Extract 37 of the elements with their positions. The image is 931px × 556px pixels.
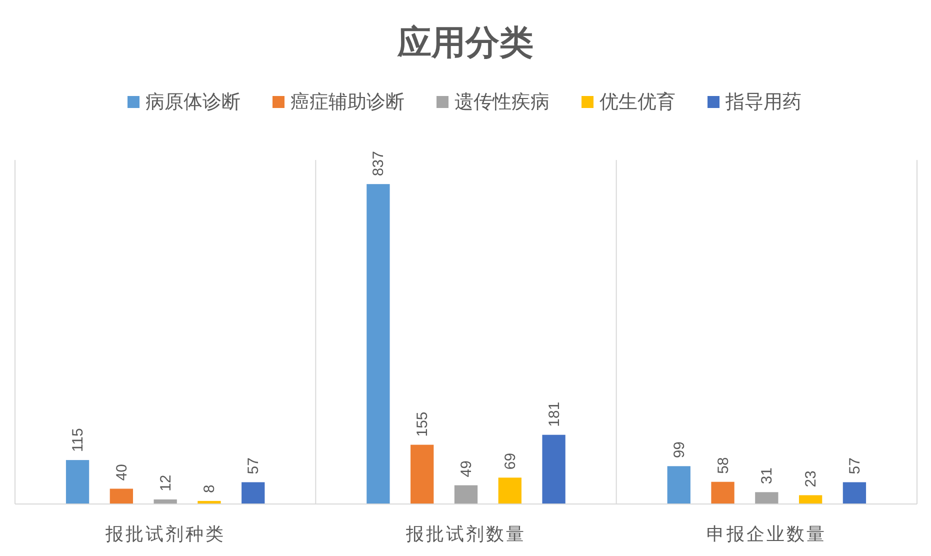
bar xyxy=(454,485,478,504)
x-tick-label: 报批试剂种类 xyxy=(104,524,226,544)
x-tick-label: 申报企业数量 xyxy=(706,524,827,544)
legend-label: 遗传性疾病 xyxy=(454,92,550,113)
data-label: 155 xyxy=(414,412,432,437)
data-label: 49 xyxy=(458,460,475,478)
bar xyxy=(498,478,522,504)
data-label: 23 xyxy=(802,470,820,488)
data-label: 8 xyxy=(201,484,218,493)
data-label: 837 xyxy=(370,151,388,176)
bar xyxy=(542,434,566,504)
data-label: 99 xyxy=(670,441,688,458)
bar xyxy=(667,466,690,504)
legend-label: 优生优育 xyxy=(600,91,676,113)
data-label: 57 xyxy=(245,458,262,474)
bar xyxy=(798,495,822,504)
chart-title: 应用分类 xyxy=(396,24,534,62)
data-label: 58 xyxy=(714,457,732,474)
bar xyxy=(110,488,134,504)
bar xyxy=(842,482,866,504)
bar xyxy=(711,482,734,504)
data-label: 181 xyxy=(546,402,563,427)
bar xyxy=(366,184,390,504)
bar xyxy=(66,460,90,504)
data-label: 115 xyxy=(70,428,87,452)
data-label: 12 xyxy=(157,474,174,492)
bar xyxy=(410,444,434,504)
data-label: 69 xyxy=(502,452,519,470)
bar xyxy=(242,482,265,504)
data-label: 40 xyxy=(113,464,130,481)
legend-label: 病原体诊断 xyxy=(146,92,240,113)
legend-label: 癌症辅助诊断 xyxy=(290,91,404,113)
legend-label: 指导用药 xyxy=(724,92,802,113)
data-label: 57 xyxy=(846,458,864,474)
bar xyxy=(755,492,778,504)
x-tick-label: 报批试剂数量 xyxy=(405,524,526,544)
data-label: 31 xyxy=(758,467,776,484)
